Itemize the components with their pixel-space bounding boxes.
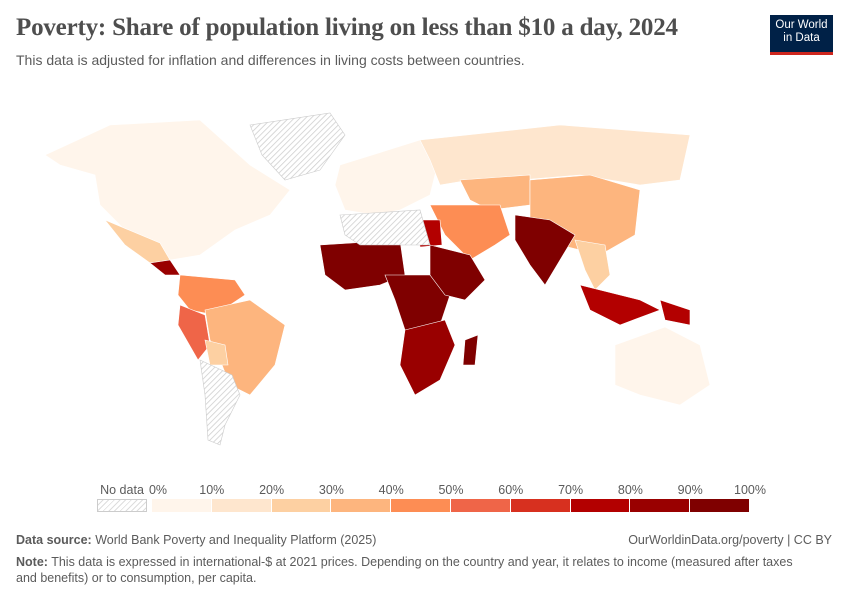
country-greenland[interactable] — [249, 112, 346, 181]
color-legend: No data 0% 10% 20% 30% 40% 50% 60% 70% 80% 90% 100… — [0, 480, 850, 520]
country-southeast-asia[interactable] — [574, 239, 611, 291]
country-australia[interactable] — [614, 326, 711, 406]
note-label: Note: — [16, 555, 48, 569]
legend-bin[interactable] — [391, 499, 451, 512]
country-peru[interactable] — [177, 304, 211, 361]
legend-tick: 70% — [558, 483, 584, 497]
legend-tick: 90% — [677, 483, 703, 497]
logo-line2: in Data — [783, 32, 820, 44]
legend-tick: 0% — [148, 483, 168, 497]
legend-tick: 60% — [498, 483, 524, 497]
legend-tick: 80% — [617, 483, 643, 497]
legend-bin[interactable] — [630, 499, 691, 512]
legend-tick: 100% — [734, 483, 766, 497]
source-url-link[interactable]: OurWorldinData.org/poverty | CC BY — [628, 533, 832, 547]
country-central-america[interactable] — [149, 259, 181, 276]
legend-bin[interactable] — [510, 499, 571, 512]
country-india[interactable] — [514, 214, 576, 286]
source-text: World Bank Poverty and Inequality Platfo… — [95, 533, 377, 547]
legend-bin[interactable] — [690, 499, 750, 512]
legend-bin[interactable] — [271, 499, 332, 512]
legend-bin[interactable] — [211, 499, 272, 512]
legend-bin[interactable] — [152, 499, 212, 512]
country-middle-east[interactable] — [429, 204, 511, 261]
legend-bin[interactable] — [451, 499, 511, 512]
footnote: Note: This data is expressed in internat… — [16, 554, 816, 586]
country-southern-africa[interactable] — [399, 319, 456, 396]
legend-no-data-swatch — [97, 499, 147, 512]
country-russia[interactable] — [419, 124, 691, 186]
country-north-africa[interactable] — [339, 209, 431, 246]
country-bolivia[interactable] — [204, 339, 229, 366]
legend-bin[interactable] — [570, 499, 631, 512]
country-east-africa[interactable] — [429, 244, 486, 301]
note-text: This data is expressed in international-… — [16, 555, 793, 585]
country-kazakhstan[interactable] — [459, 174, 531, 211]
data-source: Data source: World Bank Poverty and Ineq… — [16, 533, 376, 547]
country-north-america[interactable] — [44, 119, 291, 261]
chart-subtitle: This data is adjusted for inflation and … — [16, 52, 525, 68]
legend-tick: 10% — [199, 483, 225, 497]
country-argentina[interactable] — [199, 359, 241, 446]
country-indonesia[interactable] — [579, 284, 661, 326]
legend-bin[interactable] — [331, 499, 392, 512]
logo-line1: Our World — [775, 19, 828, 31]
legend-tick: 50% — [438, 483, 464, 497]
source-label: Data source: — [16, 533, 92, 547]
legend-tick: 40% — [378, 483, 404, 497]
country-europe[interactable] — [334, 139, 441, 216]
country-papua-new-guinea[interactable] — [659, 299, 691, 326]
legend-tick: 30% — [318, 483, 344, 497]
country-madagascar[interactable] — [462, 334, 479, 366]
legend-tick: 20% — [259, 483, 285, 497]
owid-logo[interactable]: Our World in Data — [770, 15, 833, 55]
legend-no-data-label: No data — [100, 483, 144, 497]
world-map[interactable] — [0, 95, 850, 475]
chart-title: Poverty: Share of population living on l… — [16, 14, 678, 41]
